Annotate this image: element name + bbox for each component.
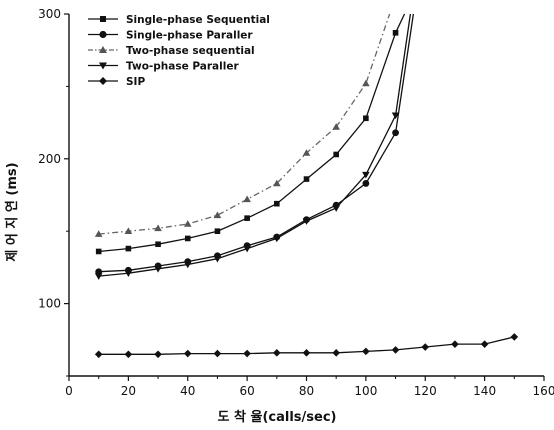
series-line <box>98 13 412 277</box>
data-point <box>99 62 107 70</box>
data-point <box>421 343 430 351</box>
data-point <box>94 273 103 280</box>
data-point <box>333 151 339 158</box>
data-point <box>154 266 162 273</box>
data-point <box>363 115 369 122</box>
data-point <box>480 340 489 348</box>
data-point <box>302 349 311 357</box>
data-point <box>391 346 400 354</box>
data-point <box>243 195 251 203</box>
x-axis-title: 도 착 율(calls/sec) <box>218 409 337 425</box>
series-group <box>94 13 519 359</box>
data-point <box>273 349 281 357</box>
data-point <box>392 30 399 36</box>
data-point <box>214 228 221 234</box>
legend-label: Two-phase Paraller <box>126 61 239 73</box>
data-point <box>95 248 102 255</box>
series-0 <box>95 13 406 255</box>
data-point <box>124 227 133 234</box>
data-point <box>273 179 281 187</box>
data-point <box>100 16 106 22</box>
y-tick-label: 300 <box>38 7 61 21</box>
x-tick-label: 140 <box>473 384 496 398</box>
data-point <box>362 347 370 356</box>
data-point <box>244 215 250 221</box>
legend-label: SIP <box>126 76 145 88</box>
x-tick-label: 80 <box>299 384 314 398</box>
data-point <box>332 349 340 357</box>
axes: 0 20 40 60 80 100 120 140 160 100 200 300 <box>38 7 554 398</box>
data-point <box>183 349 192 358</box>
legend-label: Two-phase sequential <box>126 45 255 57</box>
y-tick-label: 100 <box>38 297 61 311</box>
data-point <box>213 211 222 219</box>
data-point <box>332 205 340 212</box>
data-point <box>451 340 459 348</box>
series-line <box>98 13 406 253</box>
data-point <box>99 30 107 39</box>
series-4 <box>94 333 519 359</box>
series-3 <box>94 13 412 280</box>
data-point <box>154 350 162 359</box>
x-tick-label: 40 <box>180 384 195 398</box>
legend: Single-phase Sequential Single-phase Para… <box>88 14 270 88</box>
data-point <box>124 350 133 359</box>
data-point <box>155 241 161 248</box>
data-point <box>99 77 107 85</box>
legend-label: Single-phase Sequential <box>126 14 270 26</box>
legend-label: Single-phase Paraller <box>126 30 253 42</box>
data-point <box>183 261 192 269</box>
x-tick-label: 0 <box>65 384 73 398</box>
data-point <box>94 230 103 237</box>
data-point <box>362 79 370 87</box>
x-tick-label: 100 <box>354 384 377 398</box>
data-point <box>124 270 133 277</box>
data-point <box>332 123 340 130</box>
data-point <box>362 171 370 179</box>
x-tick-label: 60 <box>239 384 254 398</box>
data-point <box>213 349 222 358</box>
data-point <box>243 245 251 253</box>
x-tick-label: 120 <box>414 384 437 398</box>
series-2 <box>94 13 391 237</box>
x-tick-label: 20 <box>121 384 136 398</box>
data-point <box>392 129 399 137</box>
data-point <box>154 224 162 232</box>
plot-area <box>94 13 519 359</box>
data-point <box>510 333 519 341</box>
data-point <box>99 46 107 53</box>
x-tick-label: 160 <box>533 384 554 398</box>
y-axis-title: 제 어 지 연 (ms) <box>4 162 20 261</box>
data-point <box>94 350 103 359</box>
data-point <box>183 220 192 227</box>
data-point <box>243 349 251 358</box>
data-point <box>273 235 281 243</box>
data-point <box>362 180 370 187</box>
data-point <box>302 218 311 225</box>
data-point <box>303 176 310 182</box>
series-line <box>98 13 415 273</box>
data-point <box>274 200 280 207</box>
data-point <box>302 149 311 156</box>
data-point <box>213 255 222 263</box>
data-point <box>125 245 132 252</box>
y-tick-label: 200 <box>38 152 61 166</box>
data-point <box>391 112 400 120</box>
data-point <box>184 235 191 242</box>
